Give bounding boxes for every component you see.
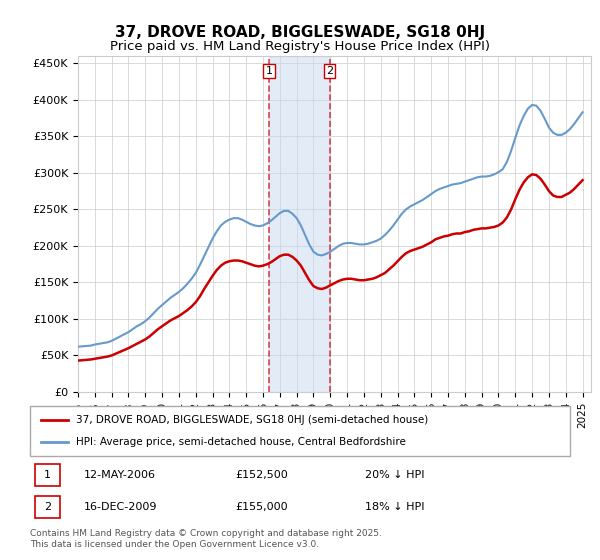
FancyBboxPatch shape [35, 496, 60, 517]
Bar [269, 56, 329, 392]
Text: 2: 2 [44, 502, 52, 512]
Text: £152,500: £152,500 [235, 470, 288, 479]
Text: 12-MAY-2006: 12-MAY-2006 [84, 470, 156, 479]
Text: 1: 1 [266, 66, 272, 76]
FancyBboxPatch shape [35, 464, 60, 486]
Text: 37, DROVE ROAD, BIGGLESWADE, SG18 0HJ: 37, DROVE ROAD, BIGGLESWADE, SG18 0HJ [115, 25, 485, 40]
Text: 1: 1 [44, 470, 52, 479]
Text: 37, DROVE ROAD, BIGGLESWADE, SG18 0HJ (semi-detached house): 37, DROVE ROAD, BIGGLESWADE, SG18 0HJ (s… [76, 414, 428, 424]
Text: £155,000: £155,000 [235, 502, 288, 512]
Text: HPI: Average price, semi-detached house, Central Bedfordshire: HPI: Average price, semi-detached house,… [76, 437, 406, 447]
Text: 18% ↓ HPI: 18% ↓ HPI [365, 502, 424, 512]
Text: 20% ↓ HPI: 20% ↓ HPI [365, 470, 424, 479]
Text: Price paid vs. HM Land Registry's House Price Index (HPI): Price paid vs. HM Land Registry's House … [110, 40, 490, 53]
Text: 2: 2 [326, 66, 333, 76]
Text: Contains HM Land Registry data © Crown copyright and database right 2025.
This d: Contains HM Land Registry data © Crown c… [30, 529, 382, 549]
Text: 16-DEC-2009: 16-DEC-2009 [84, 502, 157, 512]
FancyBboxPatch shape [30, 406, 570, 456]
